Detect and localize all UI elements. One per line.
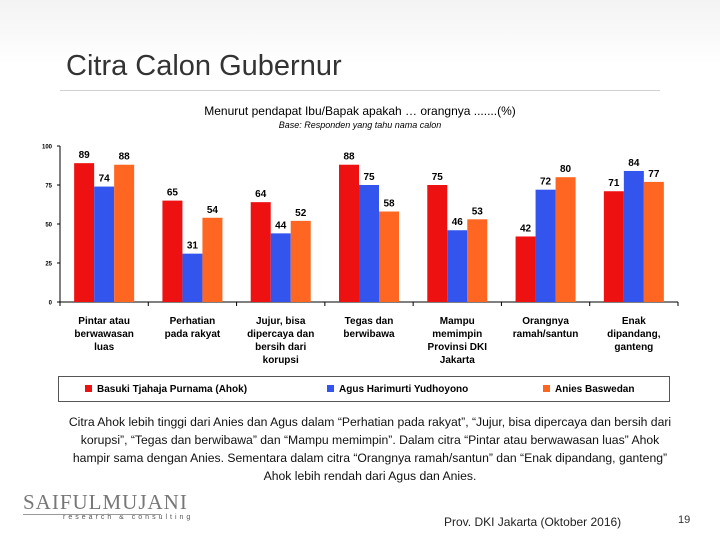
category-label: korupsi bbox=[263, 355, 299, 366]
category-label: bersih dari bbox=[255, 342, 306, 353]
data-label: 53 bbox=[472, 206, 484, 217]
bar bbox=[182, 253, 203, 302]
category-label: dipercaya dan bbox=[247, 329, 314, 340]
category-label: Provinsi DKI bbox=[428, 342, 488, 353]
data-label: 84 bbox=[628, 158, 640, 169]
bar bbox=[339, 164, 359, 302]
bar bbox=[94, 186, 115, 302]
data-label: 74 bbox=[99, 174, 111, 185]
bar bbox=[270, 233, 291, 302]
category-label: pada rakyat bbox=[165, 329, 221, 340]
data-label: 44 bbox=[275, 220, 287, 231]
logo-rule bbox=[23, 514, 161, 515]
category-label: memimpin bbox=[432, 329, 482, 340]
y-tick-label: 100 bbox=[42, 145, 53, 151]
bar bbox=[427, 185, 448, 302]
bar bbox=[623, 170, 644, 302]
category-label: berwibawa bbox=[343, 329, 395, 340]
summary-text: Citra Ahok lebih tinggi dari Anies dan A… bbox=[68, 415, 672, 483]
legend-label-ahok: Basuki Tjahaja Purnama (Ahok) bbox=[97, 384, 248, 395]
bar bbox=[447, 230, 468, 302]
bar bbox=[162, 200, 183, 302]
bar bbox=[515, 236, 536, 302]
bar bbox=[250, 202, 271, 302]
legend-label-agus: Agus Harimurti Yudhoyono bbox=[339, 384, 469, 395]
y-tick-label: 0 bbox=[49, 301, 53, 307]
bar bbox=[603, 191, 624, 302]
data-label: 89 bbox=[79, 150, 91, 161]
data-label: 88 bbox=[343, 152, 355, 163]
legend-item-agus: Agus Harimurti Yudhoyono bbox=[327, 384, 468, 395]
chart-title: Menurut pendapat Ibu/Bapak apakah … oran… bbox=[204, 104, 516, 118]
data-label: 75 bbox=[432, 172, 444, 183]
category-label: Orangnya bbox=[522, 316, 569, 327]
data-label: 75 bbox=[363, 172, 375, 183]
bar bbox=[202, 217, 223, 302]
y-tick-label: 75 bbox=[45, 184, 52, 190]
bar bbox=[535, 189, 556, 302]
logo-wordmark: SAIFULMUJANI bbox=[23, 490, 188, 514]
legend-label-anies: Anies Baswedan bbox=[555, 384, 635, 395]
bar bbox=[379, 211, 399, 302]
category-label: Mampu bbox=[440, 316, 475, 327]
category-label: Jakarta bbox=[440, 355, 475, 366]
category-label: luas bbox=[94, 342, 114, 353]
category-label: Enak bbox=[622, 316, 646, 327]
bar bbox=[467, 219, 488, 302]
data-label: 31 bbox=[187, 241, 199, 252]
chart-subtitle: Base: Responden yang tahu nama calon bbox=[278, 120, 442, 130]
legend-item-ahok: Basuki Tjahaja Purnama (Ahok) bbox=[85, 384, 247, 395]
data-label: 54 bbox=[207, 205, 219, 216]
bar bbox=[74, 163, 95, 302]
company-logo: SAIFULMUJANI research & consulting bbox=[23, 492, 193, 521]
category-label: dipandang, bbox=[607, 329, 661, 340]
category-label: Pintar atau bbox=[78, 316, 130, 327]
data-label: 42 bbox=[520, 223, 532, 234]
title-divider bbox=[60, 90, 660, 91]
page-number: 19 bbox=[678, 514, 691, 526]
bar bbox=[359, 185, 379, 302]
page-title: Citra Calon Gubernur bbox=[66, 50, 342, 82]
category-label: Jujur, bisa bbox=[256, 316, 306, 327]
footer-source: Prov. DKI Jakarta (Oktober 2016) bbox=[444, 515, 622, 529]
data-label: 80 bbox=[560, 164, 572, 175]
data-label: 71 bbox=[608, 178, 620, 189]
legend-item-anies: Anies Baswedan bbox=[543, 384, 634, 395]
legend-swatch-anies bbox=[543, 385, 550, 392]
legend-swatch-ahok bbox=[85, 385, 92, 392]
data-label: 58 bbox=[383, 199, 395, 210]
bar bbox=[290, 220, 311, 302]
category-label: Tegas dan bbox=[345, 316, 394, 327]
data-label: 72 bbox=[540, 177, 552, 188]
bar bbox=[114, 164, 135, 302]
legend-swatch-agus bbox=[327, 385, 334, 392]
data-label: 88 bbox=[119, 152, 131, 163]
chart-legend: Basuki Tjahaja Purnama (Ahok) Agus Harim… bbox=[58, 376, 670, 402]
data-label: 52 bbox=[295, 208, 307, 219]
category-label: berwawasan bbox=[74, 329, 133, 340]
logo-tagline: research & consulting bbox=[63, 514, 194, 521]
category-label: ramah/santun bbox=[513, 329, 579, 340]
data-label: 46 bbox=[452, 217, 464, 228]
y-tick-label: 50 bbox=[45, 223, 52, 229]
data-label: 64 bbox=[255, 189, 267, 200]
bar bbox=[555, 177, 576, 302]
data-label: 65 bbox=[167, 188, 179, 199]
category-label: Perhatian bbox=[170, 316, 216, 327]
y-tick-label: 25 bbox=[45, 262, 52, 268]
category-label: ganteng bbox=[614, 342, 653, 353]
data-label: 77 bbox=[648, 169, 660, 180]
bar bbox=[643, 181, 664, 302]
